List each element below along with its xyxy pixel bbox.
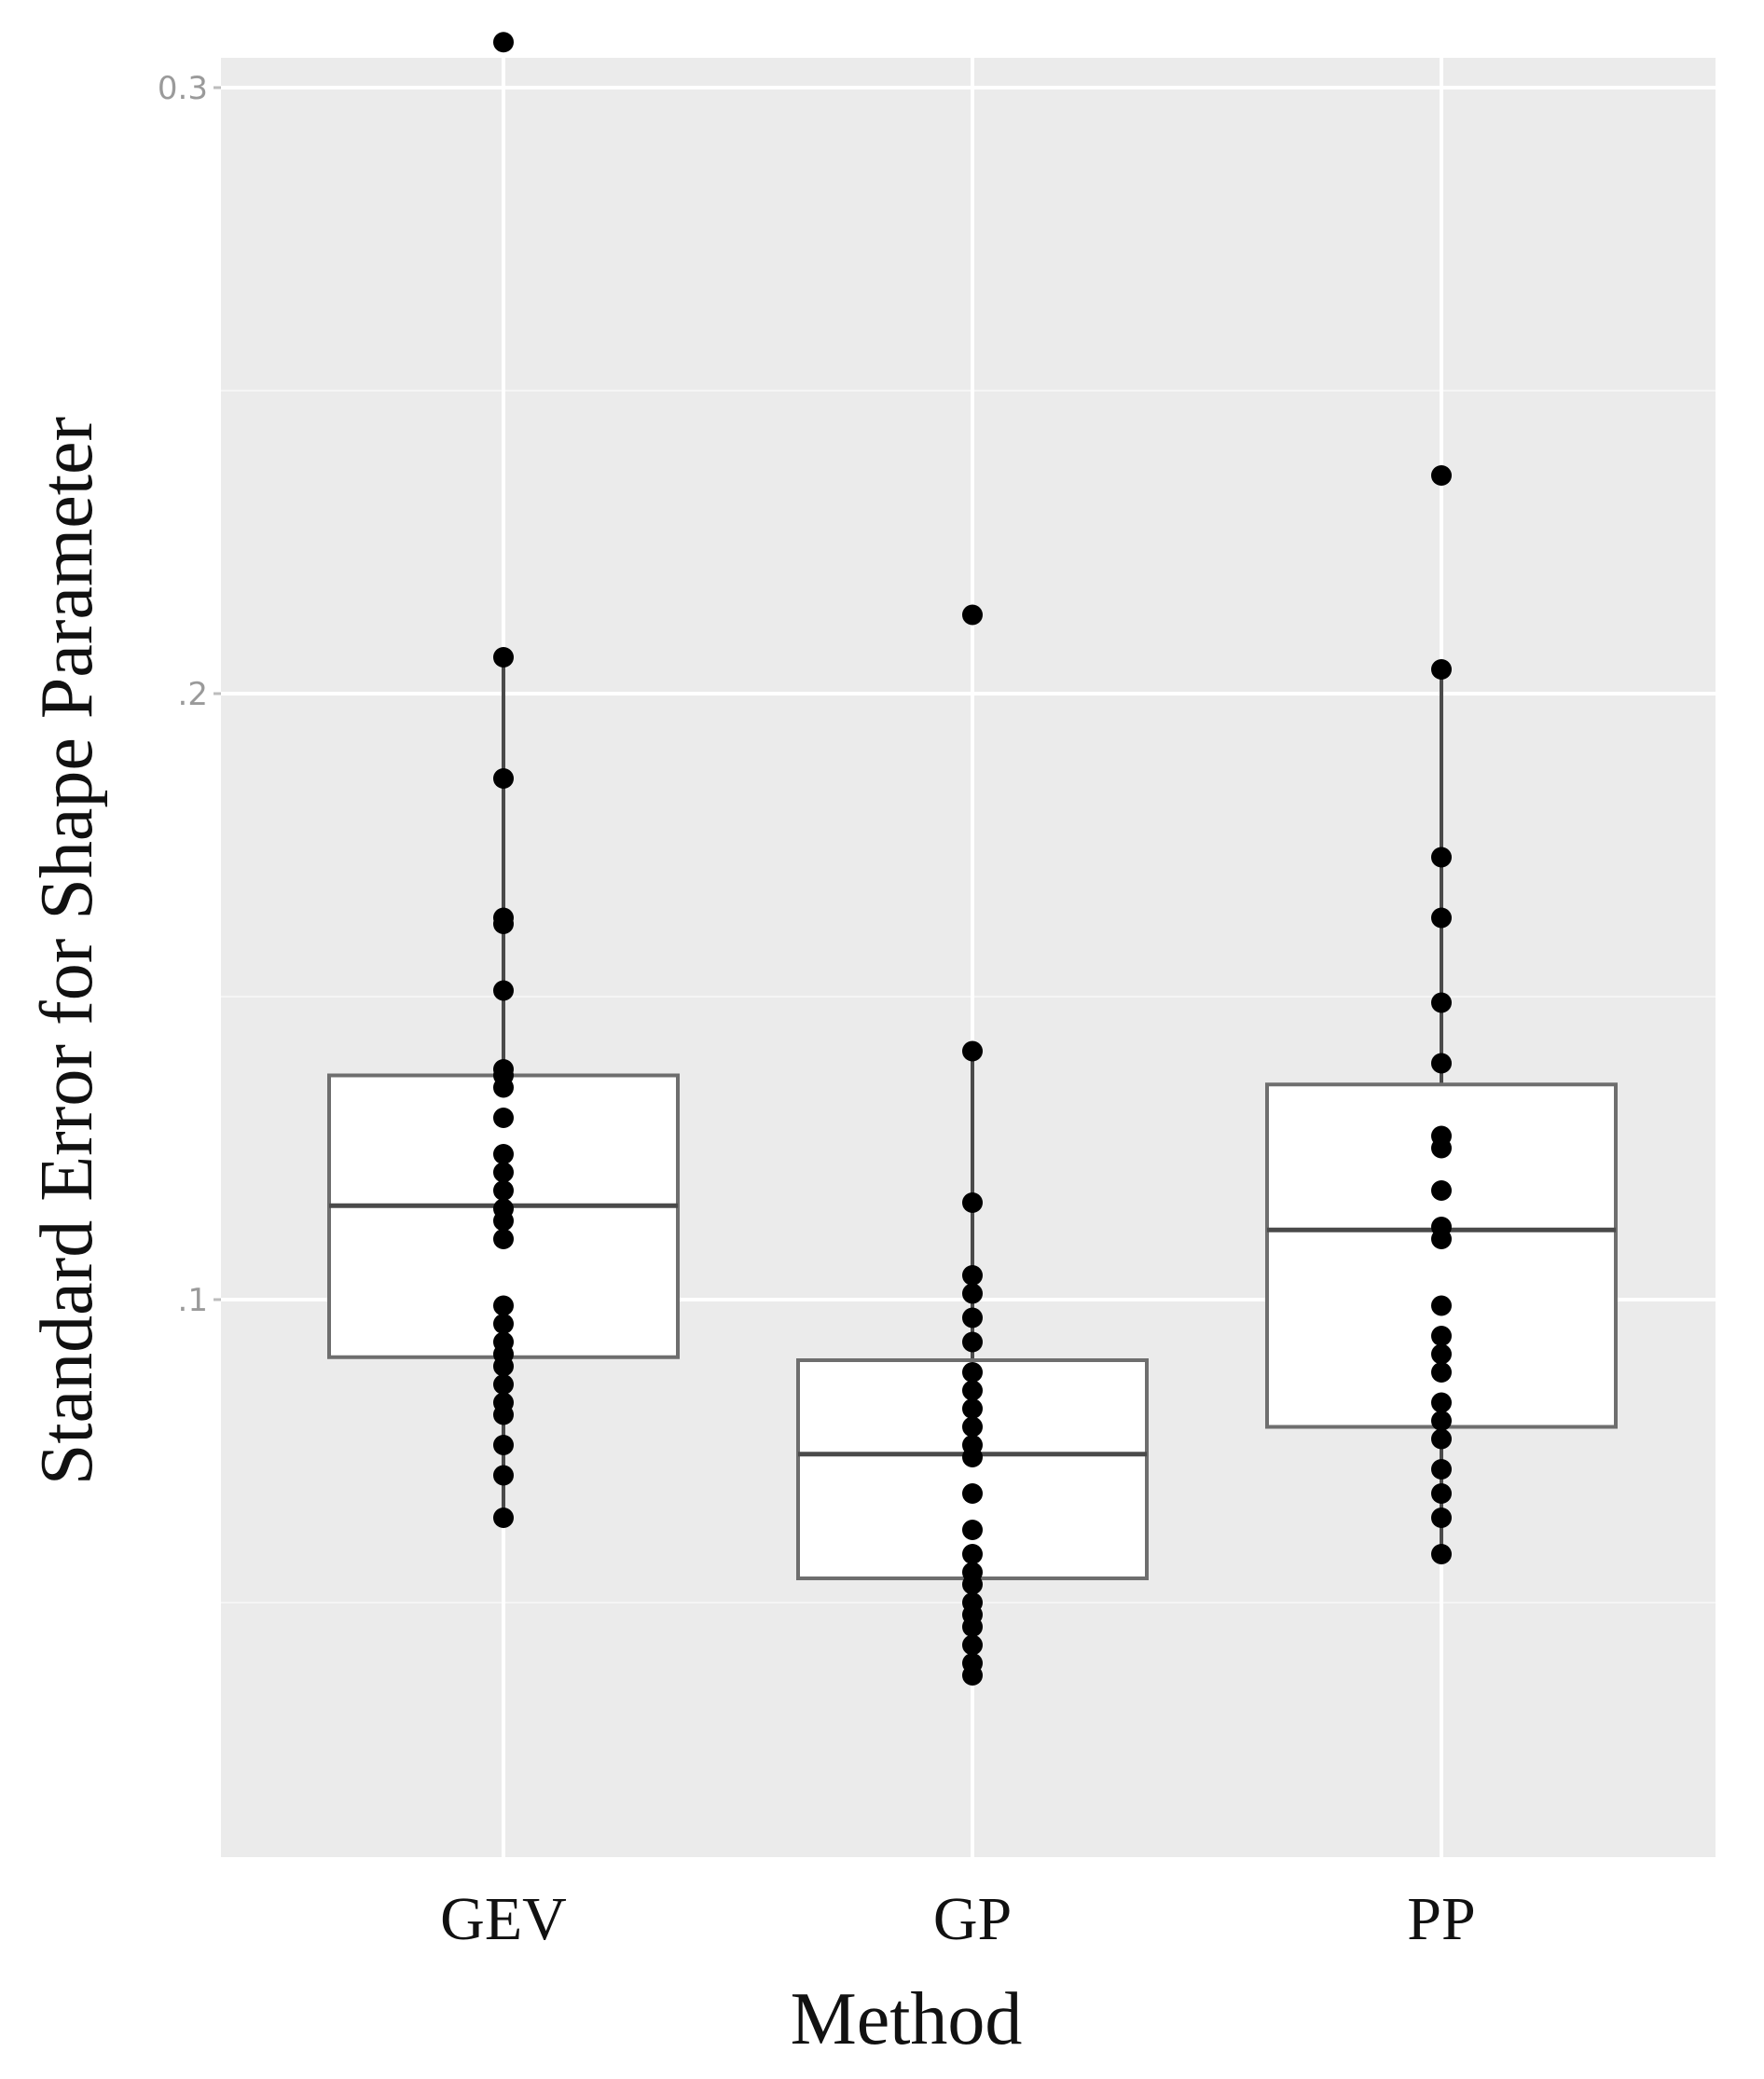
- data-point: [493, 32, 514, 53]
- data-point: [1431, 1459, 1452, 1480]
- data-point: [493, 1435, 514, 1455]
- data-point: [1431, 1483, 1452, 1504]
- data-point: [962, 1634, 983, 1656]
- data-point: [1431, 1544, 1452, 1564]
- y-tick-label: .1: [178, 1282, 208, 1319]
- y-axis-ticks: .1 .2 0.3: [158, 70, 221, 1319]
- data-point: [1431, 1411, 1452, 1431]
- data-point: [962, 1447, 983, 1467]
- data-point: [1431, 1295, 1452, 1316]
- data-point: [493, 1210, 514, 1232]
- y-axis-title: Standard Error for Shape Parameter: [26, 417, 108, 1485]
- data-point: [493, 914, 514, 934]
- data-point: [1431, 847, 1452, 868]
- data-point: [493, 1465, 514, 1486]
- data-point: [493, 1077, 514, 1098]
- y-tick-label: 0.3: [158, 70, 208, 107]
- data-point: [493, 1295, 514, 1316]
- data-point: [493, 1508, 514, 1528]
- x-tick-label: PP: [1407, 1885, 1475, 1953]
- data-point: [962, 1040, 983, 1062]
- data-point: [962, 1520, 983, 1540]
- data-point: [962, 1362, 983, 1383]
- data-point: [493, 1144, 514, 1164]
- data-point: [1431, 1137, 1452, 1159]
- data-point: [1431, 1326, 1452, 1346]
- data-point: [962, 1483, 983, 1504]
- x-tick-label: GEV: [440, 1885, 567, 1953]
- data-point: [493, 647, 514, 668]
- data-point: [493, 1374, 514, 1395]
- data-point: [1431, 1053, 1452, 1074]
- data-point: [493, 1314, 514, 1334]
- data-point: [493, 1356, 514, 1377]
- data-point: [493, 1404, 514, 1425]
- data-point: [1431, 659, 1452, 680]
- data-point: [493, 980, 514, 1001]
- data-point: [962, 604, 983, 626]
- data-point: [493, 1229, 514, 1249]
- x-tick-label: GP: [933, 1885, 1012, 1953]
- data-point: [1431, 1508, 1452, 1528]
- data-point: [1431, 907, 1452, 929]
- data-point: [1431, 1180, 1452, 1201]
- data-point: [962, 1283, 983, 1304]
- data-point: [1431, 1343, 1452, 1365]
- data-point: [1431, 992, 1452, 1013]
- data-point: [493, 768, 514, 789]
- data-point: [1431, 1229, 1452, 1249]
- data-point: [962, 1665, 983, 1686]
- data-point: [962, 1265, 983, 1286]
- x-axis-title: Method: [791, 1978, 1023, 2060]
- data-point: [962, 1416, 983, 1438]
- data-point: [1431, 1428, 1452, 1450]
- data-point: [962, 1544, 983, 1564]
- data-point: [1431, 1392, 1452, 1413]
- data-point: [962, 1617, 983, 1637]
- data-point: [1431, 465, 1452, 486]
- y-tick-label: .2: [178, 676, 208, 713]
- data-point: [962, 1192, 983, 1213]
- data-point: [962, 1331, 983, 1353]
- data-points: [493, 32, 1452, 1686]
- data-point: [493, 1108, 514, 1128]
- data-point: [962, 1398, 983, 1419]
- data-point: [1431, 1362, 1452, 1383]
- x-axis-ticks: GEV GP PP: [440, 1885, 1476, 1953]
- data-point: [962, 1574, 983, 1595]
- data-point: [493, 1162, 514, 1183]
- data-point: [493, 1180, 514, 1201]
- data-point: [962, 1307, 983, 1329]
- data-point: [962, 1380, 983, 1401]
